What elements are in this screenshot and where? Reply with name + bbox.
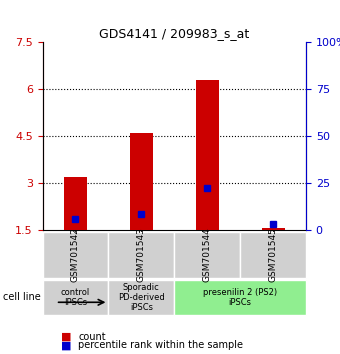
FancyBboxPatch shape xyxy=(108,280,174,315)
Text: GSM701543: GSM701543 xyxy=(137,228,146,282)
Text: GSM701542: GSM701542 xyxy=(71,228,80,282)
Text: GSM701545: GSM701545 xyxy=(269,228,277,282)
Text: control
IPSCs: control IPSCs xyxy=(61,288,90,307)
Text: cell line: cell line xyxy=(3,292,41,302)
FancyBboxPatch shape xyxy=(42,232,108,279)
Text: percentile rank within the sample: percentile rank within the sample xyxy=(78,341,243,350)
Text: Sporadic
PD-derived
iPSCs: Sporadic PD-derived iPSCs xyxy=(118,283,165,313)
Text: GSM701544: GSM701544 xyxy=(203,228,212,282)
Bar xyxy=(64,177,87,230)
Text: presenilin 2 (PS2)
iPSCs: presenilin 2 (PS2) iPSCs xyxy=(203,288,277,307)
Text: ■: ■ xyxy=(61,332,72,342)
Bar xyxy=(261,228,285,230)
Title: GDS4141 / 209983_s_at: GDS4141 / 209983_s_at xyxy=(99,27,249,40)
Text: count: count xyxy=(78,332,106,342)
Text: ■: ■ xyxy=(61,341,72,350)
FancyBboxPatch shape xyxy=(108,232,174,279)
Bar xyxy=(130,133,153,230)
FancyBboxPatch shape xyxy=(174,232,240,279)
FancyBboxPatch shape xyxy=(42,280,108,315)
FancyBboxPatch shape xyxy=(174,280,306,315)
FancyBboxPatch shape xyxy=(240,232,306,279)
Bar xyxy=(195,80,219,230)
